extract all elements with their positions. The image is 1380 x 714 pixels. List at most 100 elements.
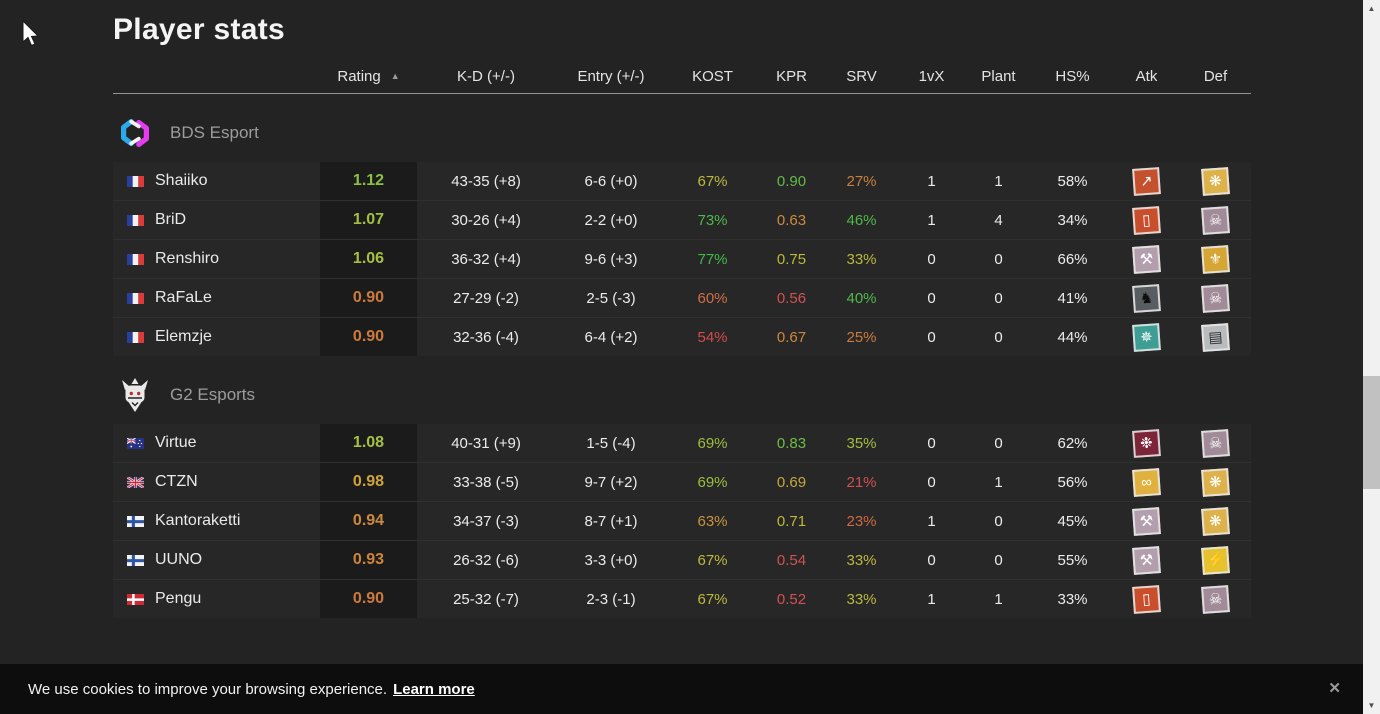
stat-1vx: 0	[927, 250, 936, 268]
stat-1vx: 0	[927, 434, 936, 452]
column-header-label: HS%	[1055, 67, 1090, 85]
stat-kost: 67%	[697, 172, 728, 190]
stat-srv: 33%	[846, 551, 877, 569]
stat-plant: 1	[994, 590, 1003, 608]
stat-kd: 26-32 (-6)	[453, 551, 519, 569]
team-section: G2 Esports Virtue 1.08 40-31 (+9) 1-5 (-4) 69…	[113, 366, 1251, 618]
flag-fi-icon	[127, 515, 144, 527]
table-row: RaFaLe 0.90 27-29 (-2) 2-5 (-3) 60% 0.56 40% 0 0…	[113, 278, 1251, 317]
atk-operator-cell: ⚒	[1113, 545, 1180, 575]
column-header-rating[interactable]: Rating ▲	[320, 68, 417, 85]
column-header-label: Entry (+/-)	[577, 67, 645, 85]
shield-eyes-icon: ▤	[1201, 322, 1230, 352]
stat-hs: 58%	[1057, 172, 1088, 190]
scrollbar[interactable]: ▲ ▼	[1363, 0, 1380, 714]
stat-hs: 45%	[1057, 512, 1088, 530]
player-name: Kantoraketti	[155, 512, 241, 529]
scroll-down-icon[interactable]: ▼	[1367, 701, 1376, 710]
def-operator-cell: ❋	[1180, 467, 1251, 497]
stat-entry: 6-6 (+0)	[584, 172, 638, 190]
stat-1vx: 1	[927, 211, 936, 229]
stat-hs: 55%	[1057, 551, 1088, 569]
column-header-kost[interactable]: KOST	[667, 68, 758, 85]
phoenix-icon: ✵	[1132, 322, 1161, 352]
column-header-kpr[interactable]: KPR	[758, 68, 825, 85]
column-header-hs[interactable]: HS%	[1032, 68, 1113, 85]
table-row: CTZN 0.98 33-38 (-5) 9-7 (+2) 69% 0.69 21% 0 1 56…	[113, 462, 1251, 501]
atk-operator-cell: ✵	[1113, 322, 1180, 352]
player-name: Shaiiko	[155, 172, 208, 189]
stat-kd: 34-37 (-3)	[453, 512, 519, 530]
stat-kpr: 0.75	[776, 250, 807, 268]
bds-team-logo-icon	[115, 113, 155, 153]
stat-1vx: 0	[927, 551, 936, 569]
player-name-link[interactable]: BriD	[113, 211, 320, 229]
stat-hs: 33%	[1057, 590, 1088, 608]
atk-operator-cell: ⚒	[1113, 244, 1180, 274]
stat-entry: 3-3 (+0)	[584, 551, 638, 569]
column-header-entry[interactable]: Entry (+/-)	[555, 68, 667, 85]
stat-kd: 25-32 (-7)	[453, 590, 519, 608]
stat-srv: 27%	[846, 172, 877, 190]
stat-rating: 0.90	[320, 279, 417, 317]
player-name-link[interactable]: Shaiiko	[113, 172, 320, 190]
player-name-link[interactable]: RaFaLe	[113, 289, 320, 307]
stat-kost: 73%	[697, 211, 728, 229]
player-name-link[interactable]: UUNO	[113, 551, 320, 569]
stat-1vx: 0	[927, 473, 936, 491]
sledge-hammer-icon: ⚒	[1132, 545, 1161, 575]
column-header-label: Plant	[981, 67, 1016, 85]
player-name-link[interactable]: Kantoraketti	[113, 512, 320, 530]
player-name-link[interactable]: Renshiro	[113, 250, 320, 268]
flag-fi-icon	[127, 554, 144, 566]
stat-kd: 36-32 (+4)	[451, 250, 521, 268]
def-operator-cell: ❋	[1180, 506, 1251, 536]
stat-entry: 1-5 (-4)	[586, 434, 636, 452]
player-name-link[interactable]: Elemzje	[113, 328, 320, 346]
column-header-kd[interactable]: K-D (+/-)	[417, 68, 555, 85]
goggles-eyes-icon: ∞	[1132, 467, 1161, 497]
atk-operator-cell: ↗	[1113, 166, 1180, 196]
player-name-link[interactable]: CTZN	[113, 473, 320, 491]
def-operator-cell: ⚡	[1180, 545, 1251, 575]
column-header-label: K-D (+/-)	[457, 67, 515, 85]
player-name-link[interactable]: Pengu	[113, 590, 320, 608]
horse-icon: ♞	[1132, 283, 1161, 313]
thermite-charge-icon: ▯	[1132, 584, 1161, 614]
sort-ascending-icon[interactable]: ▲	[390, 71, 400, 81]
column-header-def[interactable]: Def	[1180, 68, 1251, 85]
column-header-plant[interactable]: Plant	[965, 68, 1032, 85]
flag-dk-icon	[127, 593, 144, 605]
stat-entry: 6-4 (+2)	[584, 328, 638, 346]
ash-breach-round-icon: ↗	[1132, 166, 1161, 196]
scroll-up-icon[interactable]: ▲	[1367, 4, 1376, 13]
atk-operator-cell: ♞	[1113, 283, 1180, 313]
team-section: BDS Esport Shaiiko 1.12 43-35 (+8) 6-6 (+0) 6…	[113, 104, 1251, 356]
table-row: UUNO 0.93 26-32 (-6) 3-3 (+0) 67% 0.54 33% 0 0 55…	[113, 540, 1251, 579]
stat-hs: 62%	[1057, 434, 1088, 452]
stat-kpr: 0.56	[776, 289, 807, 307]
column-header-onevx[interactable]: 1vX	[898, 68, 965, 85]
stat-rating: 0.93	[320, 541, 417, 579]
stat-kd: 43-35 (+8)	[451, 172, 521, 190]
aruni-laser-web-icon: ❋	[1201, 506, 1230, 536]
stat-kpr: 0.69	[776, 473, 807, 491]
table-row: Kantoraketti 0.94 34-37 (-3) 8-7 (+1) 63% 0.7…	[113, 501, 1251, 540]
close-icon[interactable]: ✕	[1328, 680, 1341, 697]
player-name: UUNO	[155, 551, 203, 568]
player-name: Virtue	[155, 434, 197, 451]
stat-entry: 9-6 (+3)	[584, 250, 638, 268]
mouse-cursor-icon	[22, 19, 42, 53]
team-name: G2 Esports	[170, 385, 256, 404]
stat-rating: 1.07	[320, 201, 417, 239]
table-row: Renshiro 1.06 36-32 (+4) 9-6 (+3) 77% 0.75 33%…	[113, 239, 1251, 278]
scrollbar-thumb[interactable]	[1363, 376, 1380, 489]
column-header-srv[interactable]: SRV	[825, 68, 898, 85]
cookie-banner: We use cookies to improve your browsing …	[0, 664, 1363, 714]
player-name: BriD	[155, 211, 187, 228]
learn-more-link[interactable]: Learn more	[393, 680, 475, 698]
column-header-atk[interactable]: Atk	[1113, 68, 1180, 85]
player-name-link[interactable]: Virtue	[113, 434, 320, 452]
column-header-label: KOST	[692, 67, 733, 85]
player-name: RaFaLe	[155, 289, 212, 306]
